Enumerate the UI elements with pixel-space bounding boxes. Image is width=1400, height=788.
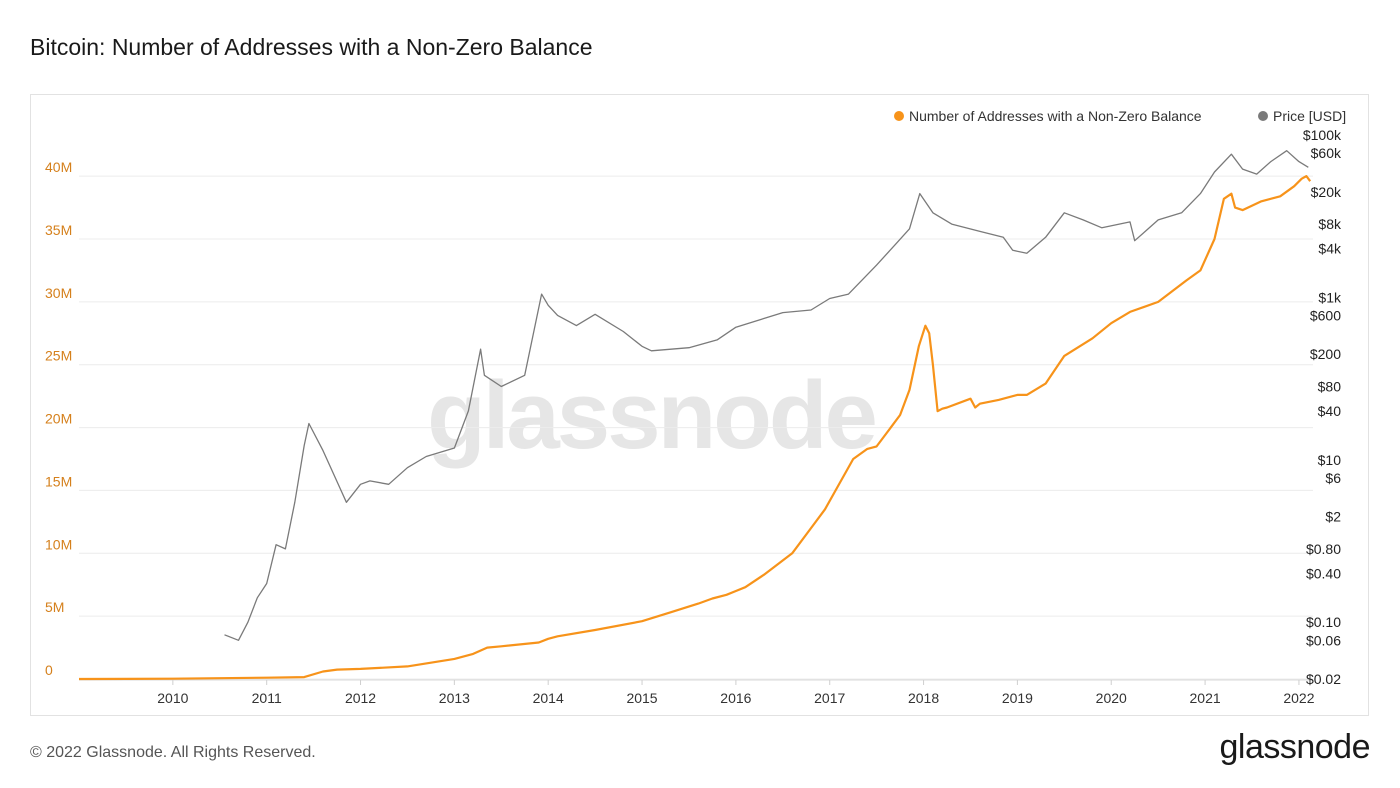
legend-marker	[1258, 111, 1268, 121]
y-right-tick-label: $1k	[1318, 289, 1342, 305]
series-line-addresses	[78, 174, 1312, 681]
y-right-tick-label: $10	[1318, 452, 1342, 468]
y-left-tick-label: 25M	[45, 348, 72, 364]
legend-label: Number of Addresses with a Non-Zero Bala…	[909, 108, 1202, 124]
x-tick-label: 2014	[533, 690, 564, 706]
x-tick-label: 2017	[814, 690, 845, 706]
legend-marker	[894, 111, 904, 121]
chart-svg: glassnode 0 5M 10M 15M 20M 25M 30M 35M 40M 2010 20…	[45, 108, 1346, 706]
x-tick-label: 2018	[908, 690, 939, 706]
y-left-tick-label: 30M	[45, 285, 72, 301]
y-right-tick-label: $8k	[1318, 216, 1342, 232]
x-tick-label: 2022	[1283, 690, 1314, 706]
glassnode-logo: glassnode	[1219, 728, 1370, 766]
y-left-tick-label: 35M	[45, 222, 72, 238]
x-tick-label: 2015	[626, 690, 657, 706]
y-left-tick-label: 10M	[45, 536, 72, 552]
y-right-tick-label: $4k	[1318, 241, 1342, 257]
y-right-tick-label: $40	[1318, 403, 1342, 419]
x-tick-label: 2010	[157, 690, 188, 706]
y-right-tick-label: $0.80	[1306, 541, 1341, 557]
y-right-tick-label: $6	[1325, 470, 1341, 486]
x-tick-label: 2021	[1190, 690, 1221, 706]
watermark-text: glassnode	[427, 362, 875, 469]
y-left-tick-label: 5M	[45, 599, 64, 615]
y-right-tick-label: $60k	[1311, 145, 1342, 161]
y-right-tick-label: $0.06	[1306, 632, 1341, 648]
y-right-tick-label: $0.40	[1306, 565, 1341, 581]
x-tick-label: 2019	[1002, 690, 1033, 706]
y-left-tick-label: 0	[45, 662, 53, 678]
legend-label: Price [USD]	[1273, 108, 1346, 124]
y-right-tick-label: $2	[1325, 509, 1341, 525]
y-right-tick-label: $100k	[1303, 127, 1342, 143]
y-right-tick-label: $0.10	[1306, 614, 1341, 630]
y-left-tick-label: 20M	[45, 411, 72, 427]
y-right-tick-label: $80	[1318, 378, 1342, 394]
series-line-price	[224, 150, 1309, 641]
x-tick-label: 2016	[720, 690, 751, 706]
copyright-text: © 2022 Glassnode. All Rights Reserved.	[30, 744, 316, 761]
y-left-tick-label: 15M	[45, 473, 72, 489]
chart-frame: glassnode 0 5M 10M 15M 20M 25M 30M 35M 40M 2010 20…	[30, 94, 1369, 716]
x-tick-label: 2013	[439, 690, 470, 706]
page-title: Bitcoin: Number of Addresses with a Non-…	[30, 34, 593, 60]
x-tick-label: 2020	[1096, 690, 1127, 706]
x-tick-label: 2011	[252, 690, 282, 706]
y-left-tick-label: 40M	[45, 159, 72, 175]
x-tick-label: 2012	[345, 690, 376, 706]
y-right-tick-label: $200	[1310, 346, 1341, 362]
y-right-tick-label: $600	[1310, 307, 1341, 323]
y-right-tick-label: $0.02	[1306, 671, 1341, 687]
y-right-tick-label: $20k	[1311, 184, 1342, 200]
